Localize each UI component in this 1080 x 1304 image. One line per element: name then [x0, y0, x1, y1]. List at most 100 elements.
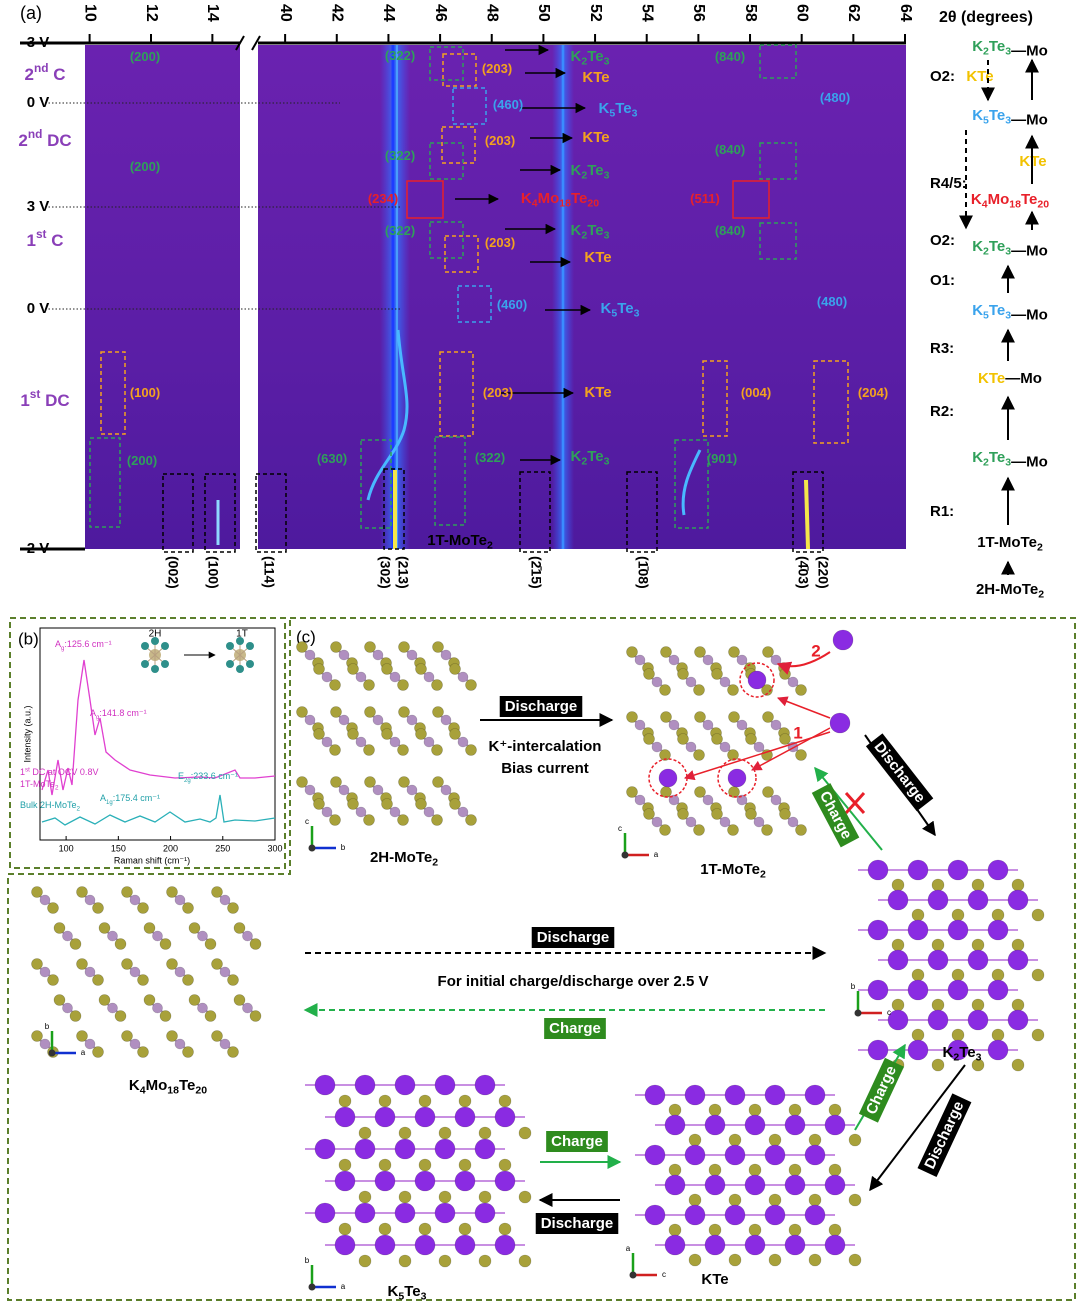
- atom: [92, 974, 104, 986]
- phase-label: K5Te3: [599, 100, 638, 119]
- atom: [753, 741, 765, 753]
- atom: [931, 878, 945, 892]
- stage-label: 2nd DC: [18, 127, 71, 150]
- atom: [644, 1204, 666, 1226]
- region-box: [626, 471, 658, 553]
- tag-box: [499, 696, 583, 717]
- atom: [694, 711, 706, 723]
- atom: [848, 1133, 862, 1147]
- atom: [1007, 1009, 1029, 1031]
- atom: [708, 1223, 722, 1237]
- atom: [236, 637, 244, 645]
- atom: [47, 974, 59, 986]
- scheme-node: K5Te3—Mo: [972, 302, 1048, 324]
- axis-origin: [621, 851, 629, 859]
- atom: [76, 886, 88, 898]
- atom: [330, 776, 342, 788]
- phase-label: K2Te3: [571, 162, 610, 181]
- region-box: [162, 473, 194, 553]
- atom: [338, 649, 350, 661]
- index-label: (511): [690, 191, 720, 206]
- atom: [779, 733, 791, 745]
- atom: [668, 1223, 682, 1237]
- x-tick-label: 56: [690, 4, 707, 22]
- atom: [458, 1158, 472, 1172]
- arrow: [869, 1064, 966, 1192]
- atom: [246, 642, 254, 650]
- atom: [381, 798, 393, 810]
- atom: [694, 646, 706, 658]
- process-label: K⁺-intercalation: [489, 738, 602, 755]
- index-label: (460): [493, 97, 523, 112]
- scheme-node: 2H-MoTe2: [976, 581, 1044, 600]
- atom: [824, 1174, 846, 1196]
- region-box: [792, 471, 824, 553]
- atom: [727, 684, 739, 696]
- atom: [330, 641, 342, 653]
- atom: [684, 1084, 706, 1106]
- atom: [415, 728, 427, 740]
- atom: [204, 1010, 217, 1022]
- atom: [626, 646, 638, 658]
- atom: [431, 744, 443, 756]
- trace-label: 1st DC at OCV 0.8V: [20, 766, 98, 777]
- atom: [626, 711, 638, 723]
- atom: [219, 966, 231, 978]
- x-tick-label: 14: [204, 4, 221, 22]
- atom: [226, 642, 234, 650]
- atom: [848, 1193, 862, 1207]
- atom: [62, 1002, 73, 1014]
- step-label: R3:: [930, 340, 954, 357]
- atom: [249, 1010, 262, 1022]
- atom: [358, 1126, 372, 1140]
- atom: [397, 744, 409, 756]
- atom: [438, 1126, 452, 1140]
- index-label: (234): [368, 191, 398, 206]
- x-tick-label: 62: [845, 4, 862, 22]
- atom: [372, 649, 384, 661]
- atom: [227, 1046, 239, 1058]
- atom: [724, 1144, 746, 1166]
- intensity-trace: [366, 329, 409, 501]
- atom: [927, 1009, 949, 1031]
- atom: [143, 922, 156, 934]
- atom: [887, 889, 909, 911]
- structure-label: K4Mo18Te20: [129, 1077, 207, 1096]
- atom: [321, 671, 333, 683]
- atom: [685, 741, 697, 753]
- index-label: (220): [815, 556, 831, 589]
- atom: [474, 1202, 496, 1224]
- atom: [971, 878, 985, 892]
- atom: [951, 908, 965, 922]
- atom: [233, 994, 246, 1006]
- atom: [296, 641, 308, 653]
- atom: [832, 629, 854, 651]
- atom: [677, 808, 689, 820]
- x-tick-label: 50: [535, 4, 552, 22]
- x-tick-label: 40: [277, 4, 294, 22]
- atom: [753, 816, 765, 828]
- index-label: (2̄15): [528, 556, 544, 589]
- atom: [182, 974, 194, 986]
- region-box: [429, 142, 464, 180]
- process-arrow-label: Charge: [863, 1063, 900, 1117]
- atom: [688, 1253, 702, 1267]
- phase-label: K2Te3: [571, 448, 610, 467]
- index-label: (203): [482, 61, 512, 76]
- atom: [887, 949, 909, 971]
- atom: [378, 1158, 392, 1172]
- atom: [69, 938, 82, 950]
- atom: [947, 859, 969, 881]
- atom: [708, 1103, 722, 1117]
- x-tick-label: 60: [793, 4, 810, 22]
- phase-label: K5Te3: [601, 300, 640, 319]
- value: :233.6 cm⁻¹: [191, 771, 238, 781]
- atom: [174, 966, 186, 978]
- atom: [761, 684, 773, 696]
- structure-label: K5Te3: [388, 1283, 427, 1302]
- suffix: —Mo: [1011, 242, 1048, 259]
- atom: [694, 786, 706, 798]
- scheme-node: K2Te3—Mo: [972, 38, 1048, 60]
- atom: [363, 679, 375, 691]
- atom: [418, 1222, 432, 1236]
